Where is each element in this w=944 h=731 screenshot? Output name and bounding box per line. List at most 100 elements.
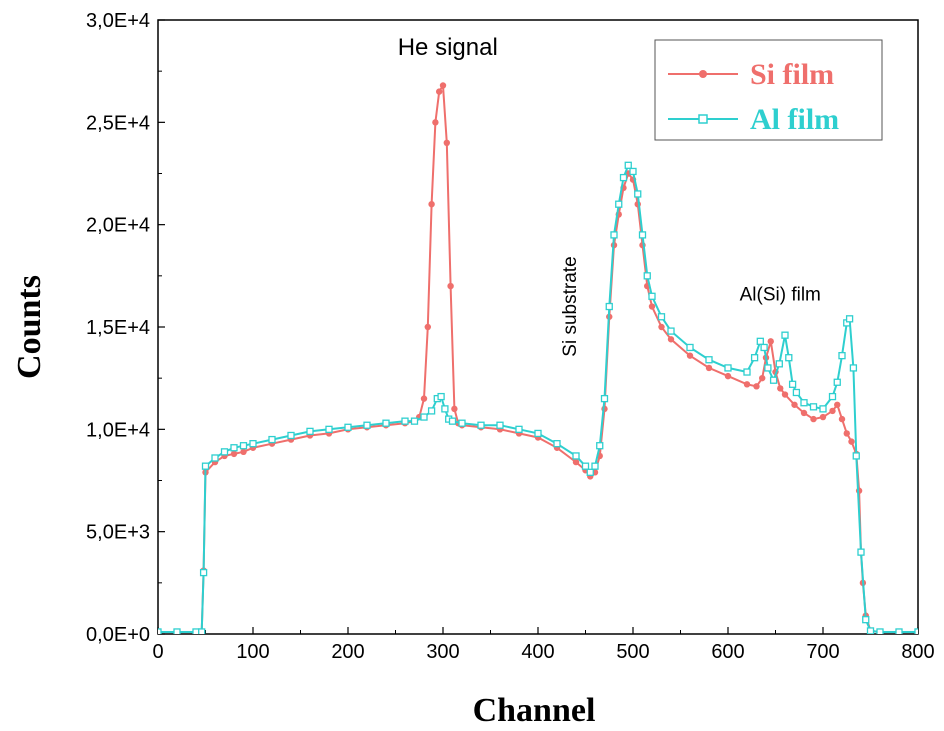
- x-tick-label: 700: [806, 641, 839, 663]
- legend-marker: [699, 70, 707, 78]
- annotations: He signal Si substrate Al(Si) film: [398, 34, 821, 357]
- data-point: [834, 401, 841, 408]
- data-point: [428, 201, 435, 208]
- data-point: [515, 425, 523, 433]
- data-point: [439, 82, 447, 89]
- data-point: [833, 378, 841, 386]
- data-point: [619, 173, 628, 182]
- data-point: [667, 336, 675, 343]
- data-point: [173, 628, 181, 634]
- data-point: [420, 395, 428, 402]
- data-point: [862, 616, 870, 624]
- series-layer: [158, 82, 918, 634]
- data-point: [287, 431, 295, 440]
- data-point: [344, 423, 352, 431]
- annotation: Al(Si) film: [740, 284, 821, 305]
- data-point: [624, 161, 632, 169]
- data-point: [781, 391, 789, 398]
- data-point: [477, 421, 485, 429]
- data-point: [199, 568, 208, 577]
- data-point: [436, 88, 443, 95]
- data-point: [610, 231, 618, 239]
- data-point: [667, 327, 675, 335]
- data-point: [211, 454, 219, 462]
- data-point: [743, 381, 751, 388]
- data-point: [230, 444, 238, 452]
- x-axis-title: Channel: [473, 692, 596, 729]
- data-point: [432, 119, 439, 126]
- data-point: [852, 452, 860, 460]
- y-tick-label: 2,0E+4: [86, 215, 150, 237]
- data-point: [572, 458, 580, 466]
- data-point: [791, 401, 798, 408]
- data-point: [448, 417, 457, 425]
- data-point: [201, 462, 210, 470]
- data-point: [828, 392, 837, 401]
- y-tick-label: 5,0E+3: [86, 522, 150, 544]
- data-point: [769, 376, 778, 384]
- x-tick-label: 800: [901, 641, 934, 663]
- data-point: [437, 392, 445, 401]
- data-point: [876, 628, 884, 634]
- series-line: [158, 163, 918, 633]
- x-axis: 0 100 200 300 400 500 600 700 800: [152, 627, 935, 663]
- data-point: [819, 413, 827, 421]
- data-point: [230, 450, 238, 458]
- y-tick-label: 2,5E+4: [86, 112, 150, 134]
- y-tick-label: 3,0E+4: [86, 10, 150, 32]
- data-point: [443, 139, 450, 146]
- x-tick-label: 500: [616, 641, 649, 663]
- data-point: [756, 337, 764, 345]
- data-point: [581, 462, 590, 470]
- series-si-film: [158, 82, 918, 634]
- y-axis: 0,0E+0 5,0E+3 1,0E+4 1,5E+4 2,0E+4 2,5E+4 3,0E…: [86, 10, 165, 646]
- y-tick-label: 1,0E+4: [86, 419, 150, 441]
- data-point: [458, 419, 466, 427]
- data-point: [843, 430, 850, 437]
- data-point: [572, 452, 580, 460]
- data-point: [914, 628, 918, 634]
- data-point: [781, 331, 789, 339]
- data-point: [648, 303, 656, 310]
- data-point: [648, 292, 656, 300]
- data-point: [158, 628, 162, 634]
- data-point: [829, 407, 836, 415]
- data-point: [325, 425, 333, 433]
- data-point: [705, 356, 713, 364]
- data-point: [753, 383, 760, 390]
- data-point: [198, 628, 206, 634]
- data-point: [596, 442, 604, 450]
- data-point: [427, 407, 436, 415]
- data-point: [424, 323, 431, 331]
- data-point: [686, 352, 694, 359]
- data-point: [382, 419, 390, 427]
- data-point: [800, 409, 808, 417]
- data-point: [239, 442, 248, 450]
- data-point: [401, 417, 409, 425]
- y-tick-label: 0,0E+0: [86, 624, 150, 646]
- x-tick-label: 100: [236, 641, 269, 663]
- data-point: [268, 435, 276, 444]
- data-point: [724, 372, 732, 380]
- data-point: [750, 354, 759, 362]
- annotation: Si substrate: [560, 256, 581, 356]
- data-point: [838, 352, 846, 360]
- data-point: [849, 364, 858, 372]
- data-point: [785, 354, 793, 362]
- data-point: [600, 394, 609, 403]
- x-tick-label: 300: [426, 641, 459, 663]
- data-point: [447, 282, 454, 290]
- data-point: [658, 323, 665, 331]
- data-point: [220, 448, 229, 456]
- data-point: [638, 231, 647, 239]
- series-al-film: [158, 161, 918, 634]
- data-point: [760, 343, 768, 352]
- data-point: [410, 417, 419, 425]
- data-point: [724, 364, 732, 372]
- data-point: [792, 388, 801, 397]
- data-point: [705, 364, 713, 372]
- x-tick-label: 200: [331, 641, 364, 663]
- data-point: [866, 627, 875, 634]
- data-point: [809, 403, 818, 411]
- data-point: [777, 385, 784, 392]
